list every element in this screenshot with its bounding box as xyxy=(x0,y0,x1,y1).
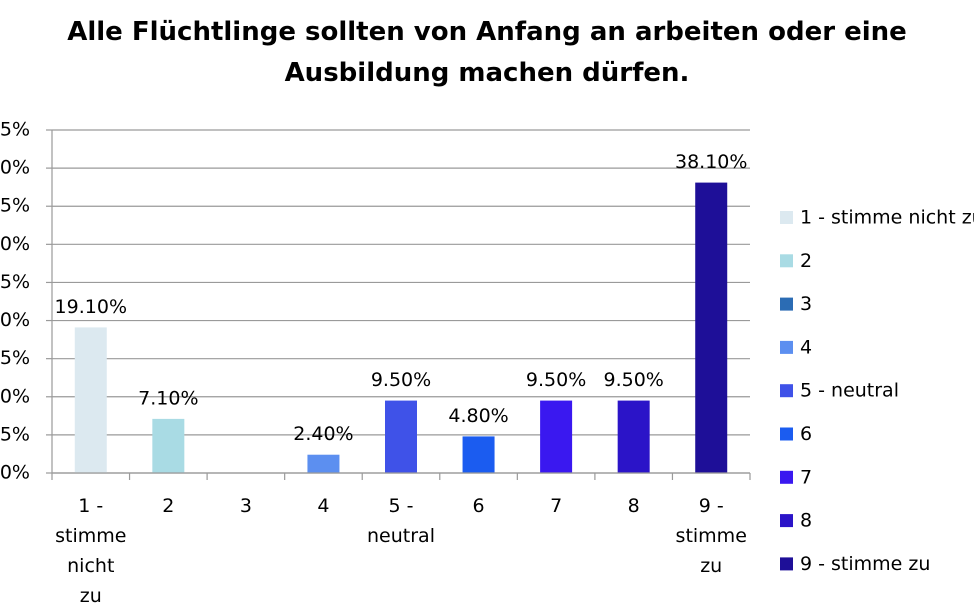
y-tick-label: 40% xyxy=(0,157,30,179)
legend-swatch xyxy=(780,211,793,224)
bar xyxy=(152,418,185,473)
legend-swatch xyxy=(780,254,793,268)
legend-label: 6 xyxy=(800,423,812,445)
legend-swatch xyxy=(780,384,793,398)
y-tick-label: 10% xyxy=(0,385,30,407)
x-tick-label: 7 xyxy=(550,495,562,517)
data-label: 19.10% xyxy=(55,296,127,318)
legend-swatch xyxy=(780,297,793,311)
bar xyxy=(695,182,728,474)
x-tick-label: 3 xyxy=(240,495,252,517)
y-tick-label: 30% xyxy=(0,233,30,255)
data-label: 9.50% xyxy=(603,369,663,391)
x-tick-label: 9 -stimme zu xyxy=(676,495,747,577)
x-tick-label: 2 xyxy=(162,495,174,517)
legend-swatch xyxy=(780,557,793,571)
bar xyxy=(74,327,107,473)
legend-label: 3 xyxy=(800,293,812,315)
legend-label: 4 xyxy=(800,336,812,358)
bar xyxy=(385,400,417,473)
x-tick-label: 8 xyxy=(628,495,640,517)
bar xyxy=(462,436,495,473)
y-tick-label: 0% xyxy=(0,462,30,484)
bar xyxy=(540,400,573,473)
data-label: 7.10% xyxy=(138,387,198,409)
x-tick-label: 1 -stimme nicht zu xyxy=(55,495,126,607)
legend-swatch xyxy=(780,514,793,528)
y-tick-label: 15% xyxy=(0,347,30,369)
y-tick-label: 5% xyxy=(0,423,30,445)
legend-swatch xyxy=(780,470,793,484)
chart-title: Alle Flüchtlinge sollten von Anfang an a… xyxy=(67,17,907,88)
data-label: 4.80% xyxy=(448,405,508,427)
legend-label: 9 - stimme zu xyxy=(800,553,930,575)
legend-label: 2 xyxy=(800,250,812,272)
bar xyxy=(617,400,650,473)
y-tick-label: 45% xyxy=(0,119,30,141)
legend-label: 5 - neutral xyxy=(800,380,899,402)
legend-swatch xyxy=(780,427,793,441)
y-tick-label: 20% xyxy=(0,309,30,331)
x-tick-label: 6 xyxy=(473,495,485,517)
y-tick-label: 35% xyxy=(0,195,30,217)
bar xyxy=(307,454,340,473)
legend-label: 7 xyxy=(800,466,812,488)
x-tick-label: 5 -neutral xyxy=(367,495,435,547)
x-tick-label: 4 xyxy=(317,495,329,517)
data-label: 9.50% xyxy=(371,369,431,391)
data-label: 38.10% xyxy=(675,151,747,173)
legend-label: 8 xyxy=(800,510,812,532)
legend-swatch xyxy=(780,340,793,354)
data-label: 9.50% xyxy=(526,369,586,391)
data-label: 2.40% xyxy=(293,423,353,445)
legend-label: 1 - stimme nicht zu xyxy=(800,207,974,229)
y-tick-label: 25% xyxy=(0,271,30,293)
